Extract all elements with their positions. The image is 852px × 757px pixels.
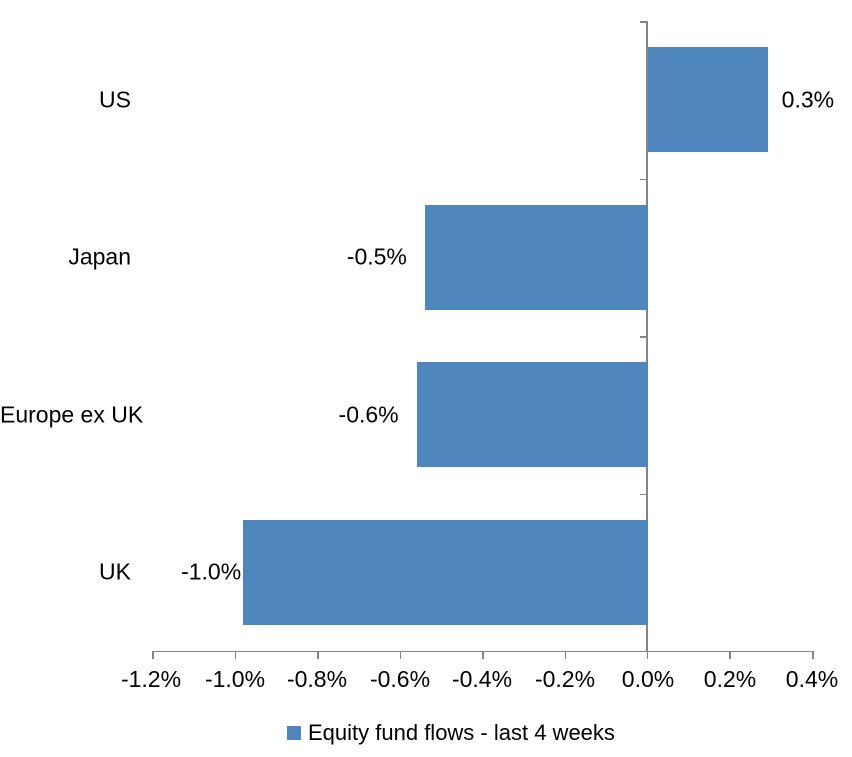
category-label: Japan bbox=[68, 243, 131, 270]
x-axis-tick-label: -0.6% bbox=[369, 666, 431, 692]
x-axis-tick-label: -0.8% bbox=[286, 666, 348, 692]
category-axis-tick bbox=[639, 178, 648, 180]
bar bbox=[424, 204, 648, 310]
category-axis-tick bbox=[639, 336, 648, 338]
category-label: Europe ex UK bbox=[0, 401, 144, 428]
legend-label: Equity fund flows - last 4 weeks bbox=[308, 720, 615, 745]
bar-value-label: 0.3% bbox=[781, 86, 835, 113]
value-axis-tick bbox=[234, 650, 237, 659]
x-axis-tick-label: 0.2% bbox=[703, 666, 757, 692]
value-axis-tick bbox=[646, 650, 649, 659]
category-label: UK bbox=[99, 558, 131, 585]
x-axis-tick-label: -1.2% bbox=[120, 666, 182, 692]
bar-value-label: -1.0% bbox=[181, 558, 242, 585]
bar-value-label: -0.5% bbox=[346, 243, 407, 270]
bar bbox=[243, 519, 648, 625]
x-axis-tick-label: -0.4% bbox=[451, 666, 513, 692]
bar-value-label: -0.6% bbox=[338, 401, 399, 428]
x-axis-tick-label: -1.0% bbox=[204, 666, 266, 692]
bar bbox=[416, 362, 648, 468]
x-axis-tick-label: 0.4% bbox=[785, 666, 839, 692]
value-axis-tick bbox=[482, 650, 484, 659]
value-axis-tick bbox=[399, 650, 402, 659]
category-axis-tick bbox=[639, 493, 648, 495]
category-axis-tick bbox=[639, 21, 648, 23]
value-axis-tick bbox=[812, 650, 814, 659]
value-axis-tick bbox=[729, 650, 731, 659]
x-axis-tick-label: 0.0% bbox=[621, 666, 675, 692]
value-axis-tick bbox=[564, 650, 566, 659]
chart-row-uk: UK -1.0% bbox=[0, 519, 852, 625]
chart-row-europe-ex-uk: Europe ex UK -0.6% bbox=[0, 362, 852, 468]
category-label: US bbox=[99, 86, 131, 113]
x-axis-tick-label: -0.2% bbox=[534, 666, 596, 692]
chart-row-japan: Japan -0.5% bbox=[0, 204, 852, 310]
chart-row-us: US 0.3% bbox=[0, 47, 852, 153]
legend-swatch-icon bbox=[287, 726, 301, 740]
bar bbox=[647, 47, 768, 153]
value-axis-tick bbox=[317, 650, 319, 659]
value-axis-tick bbox=[152, 650, 154, 659]
legend: Equity fund flows - last 4 weeks bbox=[287, 720, 615, 746]
